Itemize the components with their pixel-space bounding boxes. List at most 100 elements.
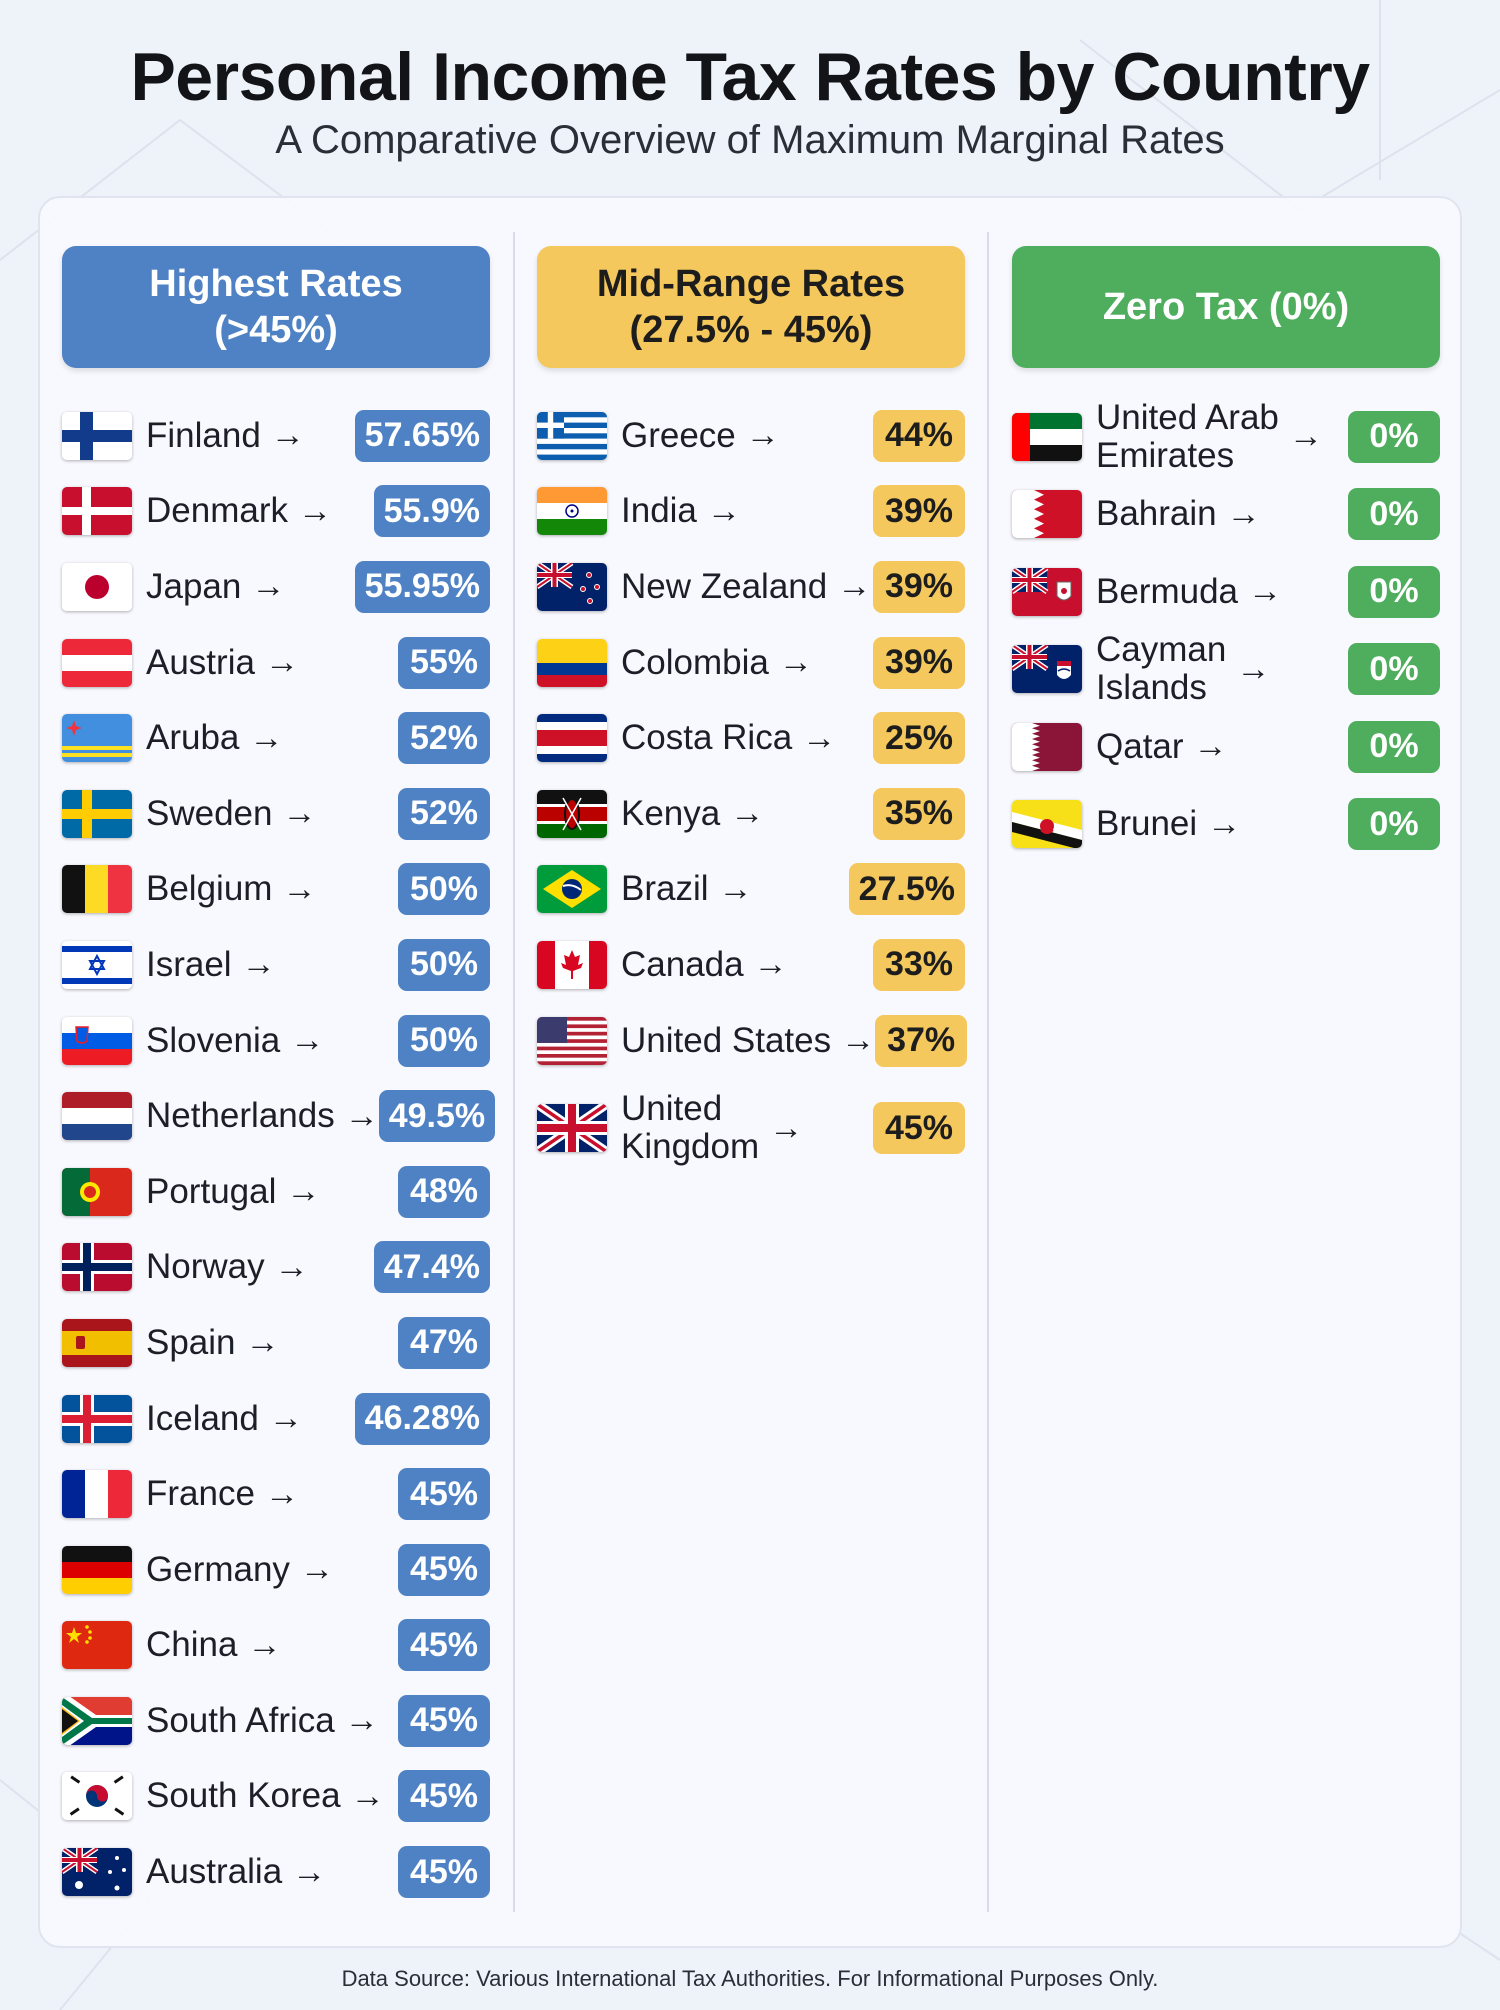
brunei-flag-icon bbox=[1012, 800, 1082, 849]
highest-row-norway: Norway → 47.4% bbox=[62, 1230, 490, 1306]
column-divider bbox=[987, 232, 989, 1912]
tax-rate-badge: 55% bbox=[398, 636, 490, 689]
highest-row-netherlands: Netherlands → 49.5% bbox=[62, 1078, 496, 1154]
tax-rate-badge: 46.28% bbox=[354, 1392, 490, 1445]
highest-row-australia: Australia → 45% bbox=[62, 1834, 490, 1910]
arrow-right-icon: → bbox=[251, 567, 286, 606]
mid-row-united-states: United States → 37% bbox=[537, 1003, 968, 1079]
highest-row-south-africa: South Africa → 45% bbox=[62, 1683, 490, 1759]
portugal-flag-icon bbox=[62, 1167, 132, 1216]
country-name: Colombia bbox=[621, 642, 769, 682]
tax-rate-badge: 45% bbox=[398, 1846, 490, 1899]
country-name: Aruba bbox=[146, 718, 240, 758]
country-name: United States bbox=[621, 1020, 832, 1060]
country-name: Denmark bbox=[146, 491, 288, 531]
mid-row-new-zealand: New Zealand → 39% bbox=[537, 549, 965, 625]
arrow-right-icon: → bbox=[1193, 727, 1228, 766]
arrow-right-icon: → bbox=[753, 945, 788, 984]
tax-rate-badge: 52% bbox=[398, 787, 490, 840]
tax-rate-badge: 0% bbox=[1348, 565, 1440, 618]
arrow-right-icon: → bbox=[1207, 804, 1242, 843]
tax-rate-badge: 45% bbox=[873, 1102, 965, 1155]
zero-row-bahrain: Bahrain → 0% bbox=[1012, 476, 1440, 554]
arrow-right-icon: → bbox=[730, 794, 765, 833]
arrow-right-icon: → bbox=[1248, 572, 1283, 611]
mid-row-costa-rica: Costa Rica → 25% bbox=[537, 700, 965, 776]
greece-flag-icon bbox=[537, 411, 607, 460]
highest-row-denmark: Denmark → 55.9% bbox=[62, 474, 490, 550]
zero-row-qatar: Qatar → 0% bbox=[1012, 708, 1440, 786]
qatar-flag-icon bbox=[1012, 722, 1082, 771]
country-name: China bbox=[146, 1625, 238, 1665]
zero-row-uae: United Arab Emirates → 0% bbox=[1012, 398, 1440, 476]
country-name: United Kingdom bbox=[621, 1089, 760, 1167]
tax-rate-badge: 45% bbox=[398, 1468, 490, 1521]
highest-rates-title: Highest Rates bbox=[149, 263, 403, 305]
arrow-right-icon: → bbox=[286, 1172, 321, 1211]
tax-rate-badge: 45% bbox=[398, 1543, 490, 1596]
highest-row-iceland: Iceland → 46.28% bbox=[62, 1381, 490, 1457]
arrow-right-icon: → bbox=[270, 416, 305, 455]
finland-flag-icon bbox=[62, 411, 132, 460]
tax-rate-badge: 25% bbox=[873, 712, 965, 765]
highest-rates-column: Highest Rates (>45%) Finland → 57.65% Denma… bbox=[62, 246, 496, 1910]
netherlands-flag-icon bbox=[62, 1092, 132, 1141]
tax-rate-badge: 0% bbox=[1348, 488, 1440, 541]
country-name: Norway bbox=[146, 1247, 265, 1287]
tax-rate-badge: 35% bbox=[873, 787, 965, 840]
zero-tax-column: Zero Tax (0%) United Arab Emirates → 0% Bahr… bbox=[1012, 246, 1440, 863]
highest-rates-range: (>45%) bbox=[214, 309, 338, 351]
iceland-flag-icon bbox=[62, 1394, 132, 1443]
column-divider bbox=[513, 232, 515, 1912]
tax-rate-badge: 37% bbox=[875, 1014, 968, 1067]
mid-row-kenya: Kenya → 35% bbox=[537, 776, 965, 852]
country-name: Israel bbox=[146, 944, 232, 984]
denmark-flag-icon bbox=[62, 487, 132, 536]
tax-rate-badge: 44% bbox=[873, 409, 965, 462]
country-name: Portugal bbox=[146, 1171, 277, 1211]
country-name: Cayman Islands bbox=[1096, 630, 1227, 708]
arrow-right-icon: → bbox=[1236, 649, 1271, 688]
tax-rate-badge: 57.65% bbox=[354, 409, 490, 462]
united-states-flag-icon bbox=[537, 1016, 607, 1065]
arrow-right-icon: → bbox=[264, 1474, 299, 1513]
tax-rate-badge: 47.4% bbox=[373, 1241, 490, 1294]
arrow-right-icon: → bbox=[769, 1108, 804, 1147]
arrow-right-icon: → bbox=[841, 1021, 876, 1060]
country-name: Spain bbox=[146, 1322, 236, 1362]
highest-row-aruba: Aruba → 52% bbox=[62, 700, 490, 776]
mid-range-rates-header: Mid-Range Rates (27.5% - 45%) bbox=[537, 246, 965, 368]
country-name: South Korea bbox=[146, 1776, 341, 1816]
highest-row-japan: Japan → 55.95% bbox=[62, 549, 490, 625]
brazil-flag-icon bbox=[537, 865, 607, 914]
country-name: France bbox=[146, 1474, 255, 1514]
arrow-right-icon: → bbox=[1226, 494, 1261, 533]
country-name: Netherlands bbox=[146, 1096, 335, 1136]
slovenia-flag-icon bbox=[62, 1016, 132, 1065]
arrow-right-icon: → bbox=[1288, 417, 1323, 456]
arrow-right-icon: → bbox=[282, 794, 317, 833]
tax-rate-badge: 50% bbox=[398, 938, 490, 991]
highest-row-belgium: Belgium → 50% bbox=[62, 852, 490, 928]
mid-range-rates-title: Mid-Range Rates bbox=[596, 263, 906, 305]
country-name: Canada bbox=[621, 944, 744, 984]
tax-rate-badge: 39% bbox=[873, 560, 965, 613]
country-name: Bermuda bbox=[1096, 571, 1239, 611]
tax-rate-badge: 0% bbox=[1348, 720, 1440, 773]
country-name: Costa Rica bbox=[621, 718, 793, 758]
tax-rate-badge: 0% bbox=[1348, 643, 1440, 696]
colombia-flag-icon bbox=[537, 638, 607, 687]
arrow-right-icon: → bbox=[706, 491, 741, 530]
spain-flag-icon bbox=[62, 1318, 132, 1367]
highest-row-germany: Germany → 45% bbox=[62, 1532, 490, 1608]
mid-row-united-kingdom: United Kingdom → 45% bbox=[537, 1078, 965, 1178]
page-subtitle: A Comparative Overview of Maximum Margin… bbox=[275, 118, 1225, 162]
cayman-islands-flag-icon bbox=[1012, 645, 1082, 694]
country-name: Slovenia bbox=[146, 1020, 281, 1060]
mid-range-rates-column: Mid-Range Rates (27.5% - 45%) Greece → 44%… bbox=[537, 246, 968, 1178]
mid-range-rates-range: (27.5% - 45%) bbox=[629, 309, 873, 351]
mid-row-india: India → 39% bbox=[537, 474, 965, 550]
uae-flag-icon bbox=[1012, 412, 1082, 461]
highest-row-spain: Spain → 47% bbox=[62, 1305, 490, 1381]
arrow-right-icon: → bbox=[264, 643, 299, 682]
